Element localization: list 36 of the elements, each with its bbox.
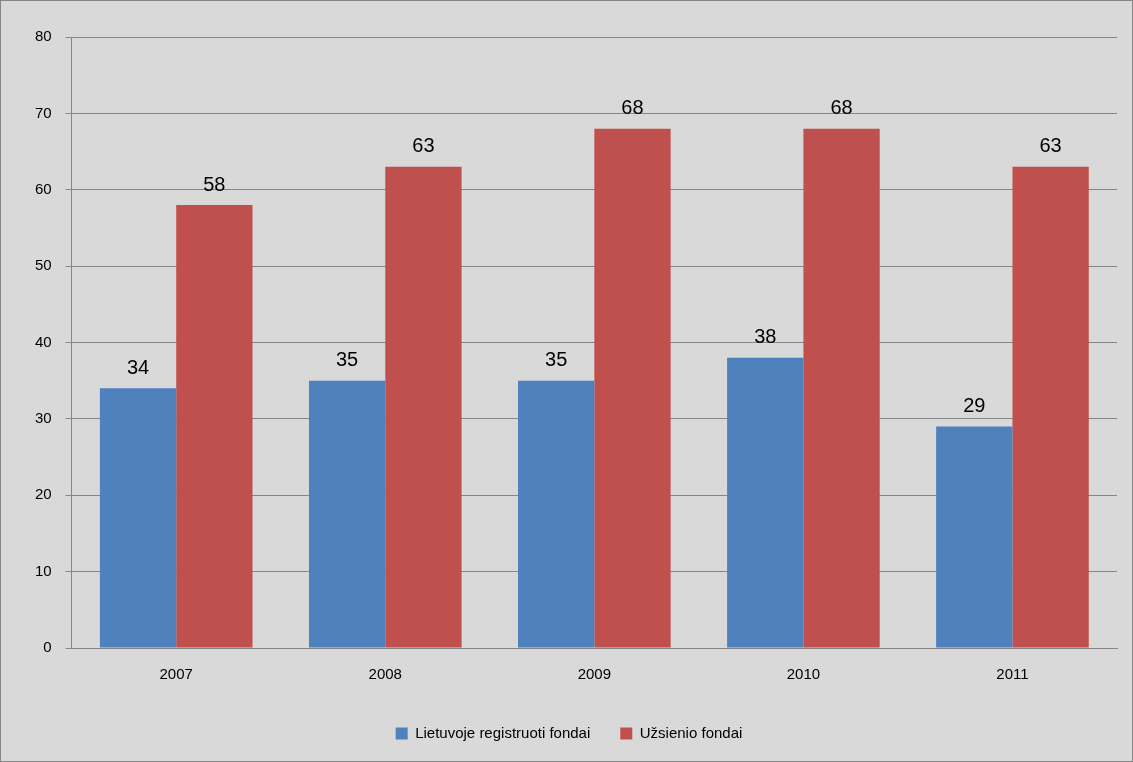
y-tick-label: 30 [35, 409, 52, 427]
bar [803, 128, 880, 648]
bar [308, 380, 386, 648]
x-tick-label: 2009 [577, 665, 612, 683]
x-tick-label: 2007 [159, 665, 193, 683]
bar [176, 205, 253, 648]
y-tick-label: 80 [35, 27, 52, 45]
x-tick-label: 2010 [786, 665, 821, 683]
data-label: 38 [754, 325, 777, 348]
legend-label: Lietuvoje registruoti fondai [415, 723, 591, 741]
bar [385, 166, 462, 648]
legend-label: Užsienio fondai [639, 723, 743, 741]
bar [518, 380, 595, 648]
data-label: 68 [830, 96, 853, 119]
y-tick-label: 40 [35, 332, 52, 350]
x-tick-label: 2011 [996, 665, 1029, 683]
y-tick-label: 0 [43, 638, 52, 656]
data-label: 29 [963, 394, 986, 417]
data-label: 35 [336, 348, 359, 371]
data-label: 58 [203, 172, 226, 195]
y-tick-label: 70 [35, 103, 52, 121]
y-tick-label: 10 [35, 561, 52, 579]
bar [594, 128, 671, 648]
data-label: 34 [126, 355, 150, 378]
y-tick-label: 60 [35, 179, 52, 197]
data-label: 63 [1039, 134, 1062, 157]
y-tick-label: 20 [35, 485, 52, 503]
data-label: 63 [412, 134, 435, 157]
y-tick-label: 50 [35, 256, 52, 274]
bar [936, 426, 1013, 648]
x-tick-label: 2008 [368, 665, 402, 683]
bar [727, 357, 804, 648]
bar [99, 388, 177, 648]
data-label: 35 [545, 348, 568, 371]
data-label: 68 [621, 96, 644, 119]
bar [1012, 166, 1089, 648]
